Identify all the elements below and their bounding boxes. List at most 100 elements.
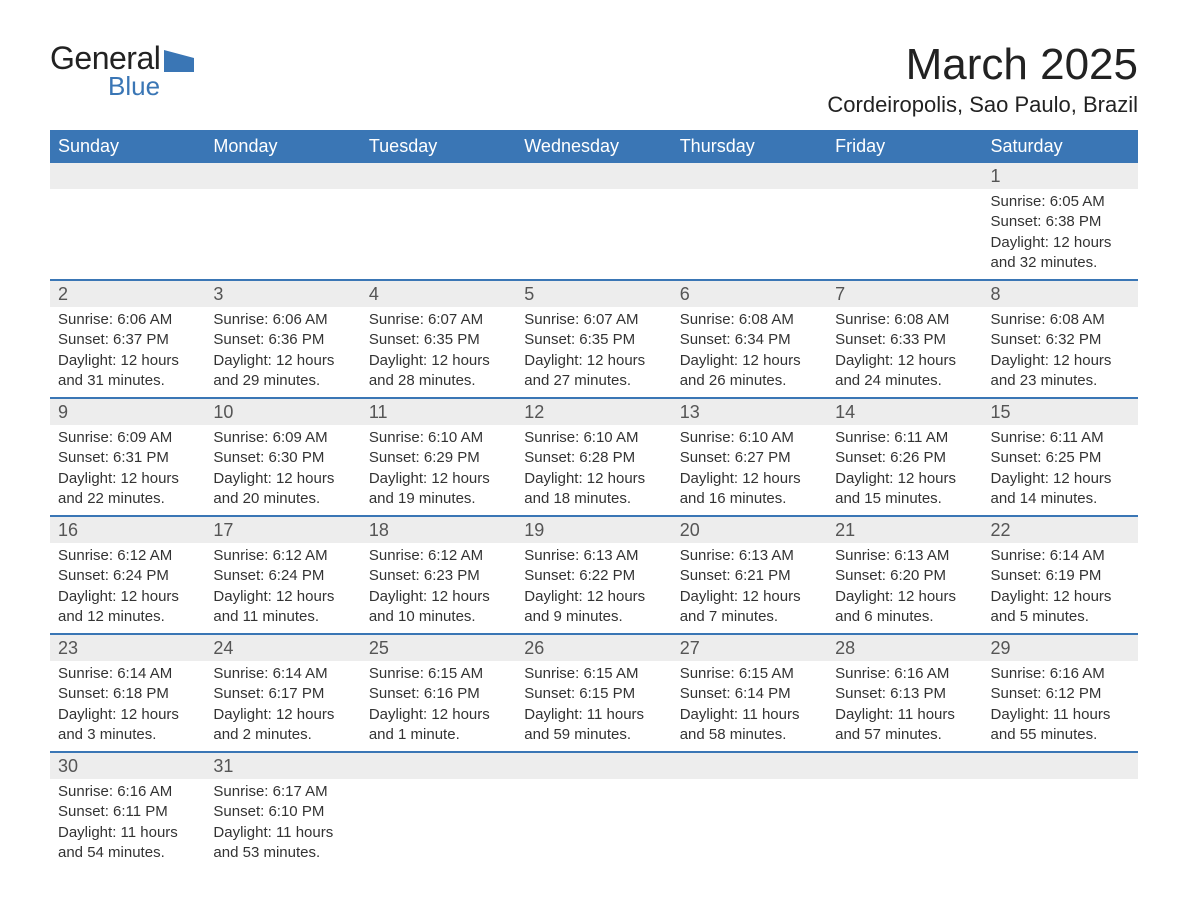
day-detail-cell	[205, 189, 360, 280]
day-detail-line: Sunset: 6:17 PM	[213, 684, 352, 704]
day-number-row: 9101112131415	[50, 398, 1138, 425]
day-detail-line: Sunset: 6:35 PM	[369, 330, 508, 350]
day-detail-line: Sunrise: 6:13 AM	[680, 546, 819, 566]
day-detail-line: and 10 minutes.	[369, 607, 508, 627]
day-detail-line: Daylight: 12 hours	[58, 587, 197, 607]
day-number-cell: 28	[827, 634, 982, 661]
day-detail-line: Sunrise: 6:17 AM	[213, 782, 352, 802]
day-detail-line: Sunset: 6:31 PM	[58, 448, 197, 468]
day-detail-line: Daylight: 12 hours	[991, 469, 1130, 489]
day-detail-cell: Sunrise: 6:17 AMSunset: 6:10 PMDaylight:…	[205, 779, 360, 869]
day-detail-line: Sunset: 6:11 PM	[58, 802, 197, 822]
day-detail-line: Sunrise: 6:10 AM	[680, 428, 819, 448]
day-detail-line: Sunrise: 6:08 AM	[680, 310, 819, 330]
day-detail-line: Sunrise: 6:14 AM	[213, 664, 352, 684]
day-number-cell	[827, 163, 982, 189]
day-detail-cell: Sunrise: 6:06 AMSunset: 6:37 PMDaylight:…	[50, 307, 205, 398]
day-detail-cell: Sunrise: 6:15 AMSunset: 6:14 PMDaylight:…	[672, 661, 827, 752]
day-detail-cell: Sunrise: 6:16 AMSunset: 6:13 PMDaylight:…	[827, 661, 982, 752]
day-detail-line: Daylight: 12 hours	[369, 469, 508, 489]
day-detail-line: Sunset: 6:20 PM	[835, 566, 974, 586]
day-detail-line: Sunset: 6:28 PM	[524, 448, 663, 468]
day-detail-line: Sunrise: 6:14 AM	[991, 546, 1130, 566]
day-detail-cell: Sunrise: 6:09 AMSunset: 6:31 PMDaylight:…	[50, 425, 205, 516]
day-detail-line: Sunset: 6:24 PM	[213, 566, 352, 586]
day-detail-line: Sunset: 6:23 PM	[369, 566, 508, 586]
logo: General Blue	[50, 40, 194, 102]
day-detail-line: and 26 minutes.	[680, 371, 819, 391]
day-detail-line: Daylight: 11 hours	[991, 705, 1130, 725]
day-detail-cell	[50, 189, 205, 280]
header: General Blue March 2025 Cordeiropolis, S…	[50, 40, 1138, 118]
day-detail-line: Daylight: 12 hours	[991, 351, 1130, 371]
day-detail-line: Sunset: 6:13 PM	[835, 684, 974, 704]
day-detail-cell: Sunrise: 6:12 AMSunset: 6:24 PMDaylight:…	[50, 543, 205, 634]
day-detail-line: and 23 minutes.	[991, 371, 1130, 391]
day-number-cell: 24	[205, 634, 360, 661]
day-number-cell: 25	[361, 634, 516, 661]
location-subtitle: Cordeiropolis, Sao Paulo, Brazil	[827, 92, 1138, 118]
day-detail-line: Daylight: 12 hours	[680, 351, 819, 371]
day-detail-cell: Sunrise: 6:14 AMSunset: 6:17 PMDaylight:…	[205, 661, 360, 752]
day-detail-line: Sunset: 6:33 PM	[835, 330, 974, 350]
day-detail-line: Sunrise: 6:15 AM	[524, 664, 663, 684]
day-number-cell: 23	[50, 634, 205, 661]
day-number-cell: 13	[672, 398, 827, 425]
day-detail-row: Sunrise: 6:05 AMSunset: 6:38 PMDaylight:…	[50, 189, 1138, 280]
day-detail-line: and 27 minutes.	[524, 371, 663, 391]
day-detail-line: Daylight: 11 hours	[213, 823, 352, 843]
day-detail-line: Sunrise: 6:16 AM	[835, 664, 974, 684]
day-detail-line: Sunset: 6:12 PM	[991, 684, 1130, 704]
day-detail-line: Daylight: 12 hours	[213, 469, 352, 489]
day-detail-line: and 31 minutes.	[58, 371, 197, 391]
weekday-header: Friday	[827, 130, 982, 163]
day-number-cell	[361, 752, 516, 779]
day-detail-line: and 14 minutes.	[991, 489, 1130, 509]
day-detail-line: and 59 minutes.	[524, 725, 663, 745]
day-number-cell: 20	[672, 516, 827, 543]
day-detail-cell: Sunrise: 6:15 AMSunset: 6:16 PMDaylight:…	[361, 661, 516, 752]
weekday-header-row: Sunday Monday Tuesday Wednesday Thursday…	[50, 130, 1138, 163]
day-detail-line: Sunrise: 6:11 AM	[991, 428, 1130, 448]
day-detail-row: Sunrise: 6:16 AMSunset: 6:11 PMDaylight:…	[50, 779, 1138, 869]
day-detail-line: Sunrise: 6:09 AM	[213, 428, 352, 448]
day-detail-cell: Sunrise: 6:13 AMSunset: 6:22 PMDaylight:…	[516, 543, 671, 634]
day-detail-line: Sunset: 6:29 PM	[369, 448, 508, 468]
day-detail-line: Sunrise: 6:06 AM	[58, 310, 197, 330]
weekday-header: Saturday	[983, 130, 1138, 163]
day-detail-line: Daylight: 12 hours	[58, 469, 197, 489]
day-detail-line: and 15 minutes.	[835, 489, 974, 509]
day-detail-line: Sunset: 6:27 PM	[680, 448, 819, 468]
day-detail-line: Sunrise: 6:08 AM	[835, 310, 974, 330]
day-number-cell: 17	[205, 516, 360, 543]
day-detail-line: Sunrise: 6:11 AM	[835, 428, 974, 448]
day-number-cell: 18	[361, 516, 516, 543]
day-detail-line: Sunrise: 6:14 AM	[58, 664, 197, 684]
day-detail-line: Sunrise: 6:15 AM	[369, 664, 508, 684]
day-detail-cell: Sunrise: 6:14 AMSunset: 6:19 PMDaylight:…	[983, 543, 1138, 634]
day-detail-line: Sunrise: 6:07 AM	[369, 310, 508, 330]
day-number-cell: 8	[983, 280, 1138, 307]
day-detail-line: and 22 minutes.	[58, 489, 197, 509]
day-number-cell: 4	[361, 280, 516, 307]
day-detail-line: and 16 minutes.	[680, 489, 819, 509]
day-detail-line: Sunset: 6:34 PM	[680, 330, 819, 350]
day-detail-cell: Sunrise: 6:16 AMSunset: 6:11 PMDaylight:…	[50, 779, 205, 869]
day-detail-cell: Sunrise: 6:11 AMSunset: 6:26 PMDaylight:…	[827, 425, 982, 516]
day-detail-line: Sunset: 6:25 PM	[991, 448, 1130, 468]
weekday-header: Thursday	[672, 130, 827, 163]
day-detail-line: Daylight: 12 hours	[524, 587, 663, 607]
day-detail-line: and 55 minutes.	[991, 725, 1130, 745]
day-detail-cell: Sunrise: 6:08 AMSunset: 6:32 PMDaylight:…	[983, 307, 1138, 398]
day-number-cell	[361, 163, 516, 189]
day-detail-line: Daylight: 12 hours	[680, 587, 819, 607]
day-detail-line: and 2 minutes.	[213, 725, 352, 745]
day-detail-cell	[983, 779, 1138, 869]
day-detail-line: Sunrise: 6:10 AM	[369, 428, 508, 448]
day-detail-line: Daylight: 12 hours	[524, 351, 663, 371]
day-detail-line: and 3 minutes.	[58, 725, 197, 745]
day-detail-cell	[827, 779, 982, 869]
day-detail-line: Sunset: 6:22 PM	[524, 566, 663, 586]
day-number-cell: 16	[50, 516, 205, 543]
day-detail-line: and 9 minutes.	[524, 607, 663, 627]
